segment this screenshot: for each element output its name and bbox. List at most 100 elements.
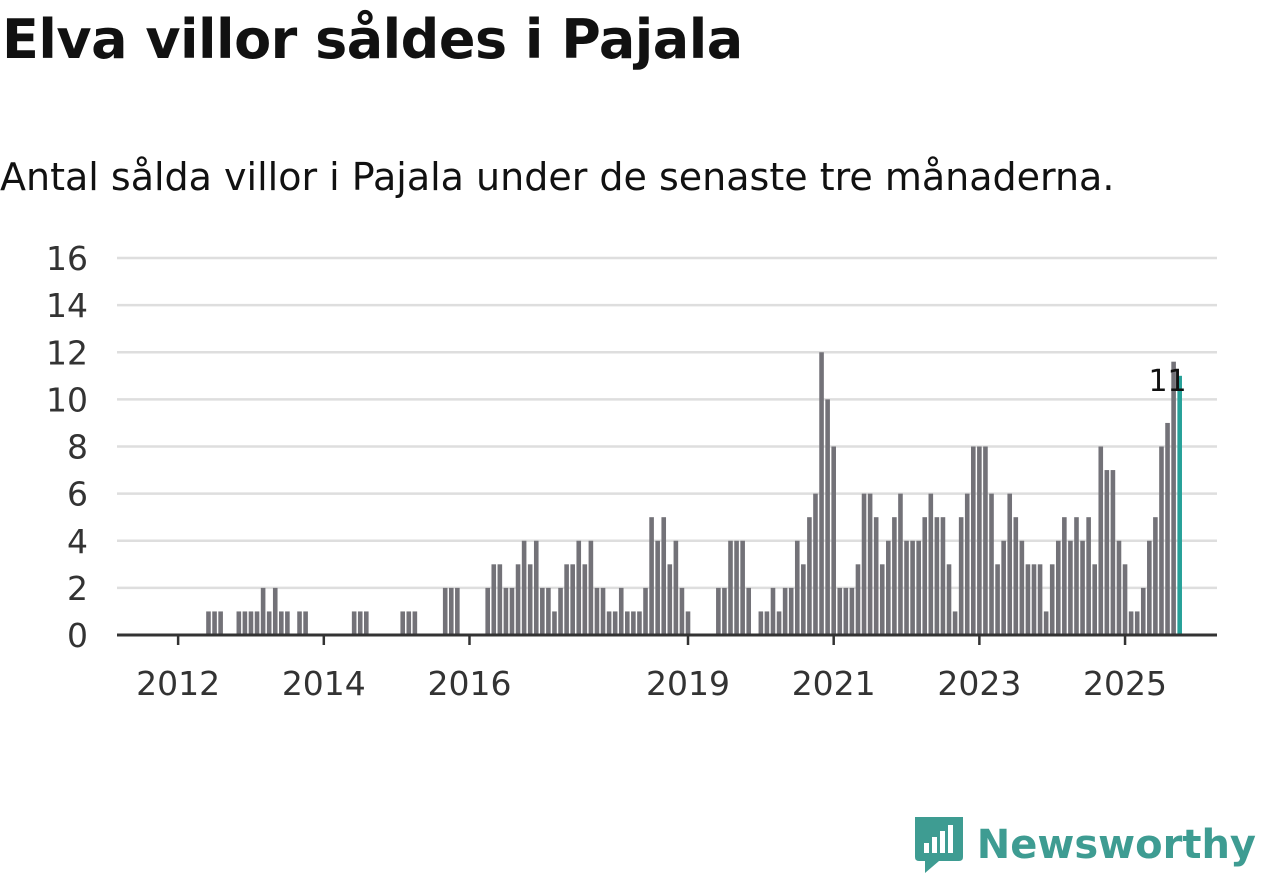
bar [279,611,284,635]
bar [242,611,248,635]
bar [272,587,278,635]
bar [940,517,946,635]
bar [952,611,958,635]
bar [558,587,563,635]
bar [564,564,569,635]
chart-title: Elva villor såldes i Pajala [2,8,743,71]
bar [722,587,727,635]
bar [1104,470,1110,635]
bars [206,352,1182,635]
y-tick-label: 14 [46,286,88,325]
bar [910,540,915,635]
bar [248,611,254,635]
bar [509,587,515,635]
bar [1080,540,1085,635]
bar [1140,587,1146,635]
bar [716,587,721,635]
bar [1062,517,1067,635]
bar [922,517,928,635]
y-tick-label: 2 [67,569,88,608]
bar [825,399,830,635]
bar [576,540,582,635]
bar [898,493,903,635]
bar [1031,564,1037,635]
bar-highlight [1177,375,1182,635]
bar [400,611,406,635]
bar [1128,611,1134,635]
bar [661,517,667,635]
bar [1055,540,1061,635]
bar [1007,493,1013,635]
bar [667,564,673,635]
bar [455,587,460,635]
data-label: 11 [1148,364,1186,399]
bar [351,611,357,635]
bar [983,446,988,635]
bar [813,493,818,635]
bar [303,611,308,635]
x-tick-label: 2012 [136,664,220,703]
brand-name: Newsworthy [976,822,1256,868]
bar [904,540,909,635]
bar [442,587,448,635]
bar [1165,422,1170,635]
annotations: 11 [1148,364,1186,399]
bar [1171,361,1176,635]
bar [552,611,557,635]
bar [801,564,806,635]
bar [357,611,363,635]
bar [1001,540,1006,635]
bar [934,517,940,635]
bar [873,517,879,635]
y-tick-label: 6 [67,475,88,514]
bar [643,587,648,635]
bar [448,587,454,635]
bar [1025,564,1031,635]
bar [788,587,794,635]
bar [1086,517,1091,635]
bar [1049,564,1055,635]
bar [989,493,994,635]
bar [1116,540,1122,635]
y-tick-label: 12 [46,333,88,372]
x-tick-label: 2025 [1083,664,1167,703]
bar [260,587,266,635]
x-axis-ticks: 2012 2014 2016 2019 2021 2023 2025 [136,635,1167,703]
y-tick-label: 0 [67,616,88,655]
y-tick-label: 4 [67,522,88,561]
bar [546,587,551,635]
bar [521,540,527,635]
bar [673,540,679,635]
bar [485,587,490,635]
y-tick-label: 16 [46,239,88,278]
bar [740,540,745,635]
bar [819,352,824,635]
bar [1068,540,1073,635]
bar [734,540,739,635]
bar [649,517,654,635]
x-tick-label: 2019 [646,664,730,703]
bar [958,517,964,635]
bar [886,540,891,635]
bar [254,611,260,635]
bar [807,517,812,635]
bar [1134,611,1140,635]
bar [1153,517,1158,635]
bar [497,564,503,635]
bar [764,611,770,635]
bar [606,611,612,635]
bar [843,587,849,635]
bar [637,611,642,635]
chart-subtitle: Antal sålda villor i Pajala under de sen… [0,155,1115,199]
y-axis-ticks: 0 2 4 6 8 10 12 14 16 [46,239,88,655]
y-tick-label: 8 [67,428,88,467]
bar [540,587,545,635]
bar [995,564,1000,635]
bar [406,611,412,635]
brand-logo: Newsworthy [914,817,1256,873]
bar [1147,540,1152,635]
bar [297,611,302,635]
bar [533,540,539,635]
bar [600,587,606,635]
